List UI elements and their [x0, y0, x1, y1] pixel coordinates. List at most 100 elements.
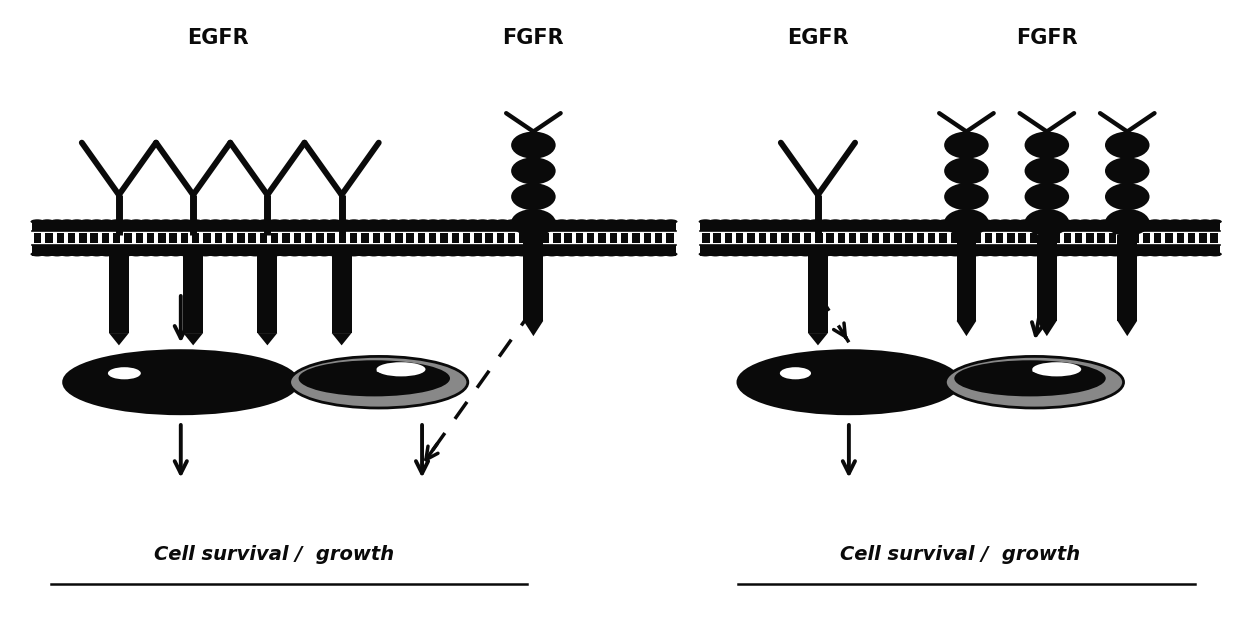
Ellipse shape: [719, 219, 732, 224]
Bar: [1143, 233, 1149, 242]
Bar: [91, 233, 98, 242]
Ellipse shape: [939, 252, 952, 257]
Ellipse shape: [698, 219, 712, 224]
Ellipse shape: [729, 219, 743, 224]
Ellipse shape: [749, 252, 763, 257]
Ellipse shape: [1079, 219, 1092, 224]
Ellipse shape: [506, 252, 520, 257]
Bar: [327, 233, 335, 242]
Polygon shape: [1117, 321, 1137, 336]
Bar: [258, 250, 278, 333]
Ellipse shape: [407, 219, 420, 224]
Ellipse shape: [516, 219, 529, 224]
Ellipse shape: [780, 367, 811, 379]
Ellipse shape: [159, 219, 172, 224]
Bar: [553, 233, 560, 242]
Ellipse shape: [878, 219, 892, 224]
Ellipse shape: [51, 219, 64, 224]
Ellipse shape: [1032, 362, 1081, 376]
Ellipse shape: [759, 252, 773, 257]
Ellipse shape: [526, 252, 539, 257]
Ellipse shape: [41, 219, 55, 224]
Ellipse shape: [69, 252, 83, 257]
Ellipse shape: [31, 219, 45, 224]
Ellipse shape: [1018, 252, 1032, 257]
Ellipse shape: [838, 252, 852, 257]
Ellipse shape: [119, 219, 133, 224]
Ellipse shape: [708, 219, 722, 224]
Bar: [808, 250, 828, 333]
Ellipse shape: [1198, 219, 1211, 224]
Ellipse shape: [367, 219, 381, 224]
Bar: [737, 233, 744, 242]
Ellipse shape: [1208, 219, 1221, 224]
Ellipse shape: [79, 219, 93, 224]
Ellipse shape: [878, 252, 892, 257]
Ellipse shape: [909, 252, 923, 257]
Bar: [339, 233, 346, 242]
Ellipse shape: [738, 350, 960, 414]
Ellipse shape: [779, 219, 792, 224]
Bar: [666, 233, 673, 242]
Bar: [215, 233, 222, 242]
Bar: [1086, 233, 1094, 242]
Ellipse shape: [387, 252, 401, 257]
Polygon shape: [956, 321, 976, 336]
Ellipse shape: [417, 219, 430, 224]
Ellipse shape: [556, 219, 569, 224]
Ellipse shape: [818, 219, 832, 224]
Ellipse shape: [79, 252, 93, 257]
Ellipse shape: [889, 252, 901, 257]
Ellipse shape: [959, 252, 972, 257]
Ellipse shape: [1118, 219, 1132, 224]
Ellipse shape: [1052, 366, 1059, 369]
Ellipse shape: [1188, 252, 1202, 257]
Ellipse shape: [575, 219, 589, 224]
Ellipse shape: [436, 219, 450, 224]
Ellipse shape: [1032, 370, 1042, 373]
Bar: [872, 233, 879, 242]
Bar: [486, 233, 494, 242]
Ellipse shape: [949, 219, 962, 224]
Ellipse shape: [397, 252, 410, 257]
Ellipse shape: [1059, 252, 1071, 257]
Ellipse shape: [446, 219, 460, 224]
Ellipse shape: [1008, 219, 1022, 224]
Ellipse shape: [327, 219, 341, 224]
Ellipse shape: [644, 252, 657, 257]
Ellipse shape: [944, 183, 988, 210]
Ellipse shape: [634, 219, 647, 224]
Ellipse shape: [248, 219, 262, 224]
Bar: [1210, 233, 1218, 242]
Bar: [702, 233, 709, 242]
Ellipse shape: [1089, 252, 1102, 257]
Bar: [1007, 233, 1014, 242]
Ellipse shape: [139, 219, 153, 224]
Ellipse shape: [317, 219, 331, 224]
Bar: [429, 233, 436, 242]
Bar: [407, 233, 414, 242]
Ellipse shape: [575, 252, 589, 257]
Ellipse shape: [1099, 219, 1112, 224]
Ellipse shape: [968, 252, 982, 257]
Ellipse shape: [308, 252, 321, 257]
Ellipse shape: [31, 252, 45, 257]
Polygon shape: [523, 321, 543, 336]
Ellipse shape: [228, 219, 242, 224]
Ellipse shape: [357, 252, 371, 257]
Bar: [33, 233, 41, 242]
Text: EGFR: EGFR: [787, 28, 848, 48]
Bar: [985, 233, 992, 242]
Ellipse shape: [337, 219, 351, 224]
Bar: [621, 233, 629, 242]
Bar: [956, 235, 976, 321]
Ellipse shape: [1178, 252, 1192, 257]
Bar: [815, 233, 822, 242]
Bar: [474, 233, 481, 242]
Bar: [32, 231, 676, 244]
Ellipse shape: [1038, 252, 1052, 257]
Ellipse shape: [238, 252, 252, 257]
Ellipse shape: [939, 219, 952, 224]
Ellipse shape: [556, 252, 569, 257]
Bar: [440, 233, 448, 242]
